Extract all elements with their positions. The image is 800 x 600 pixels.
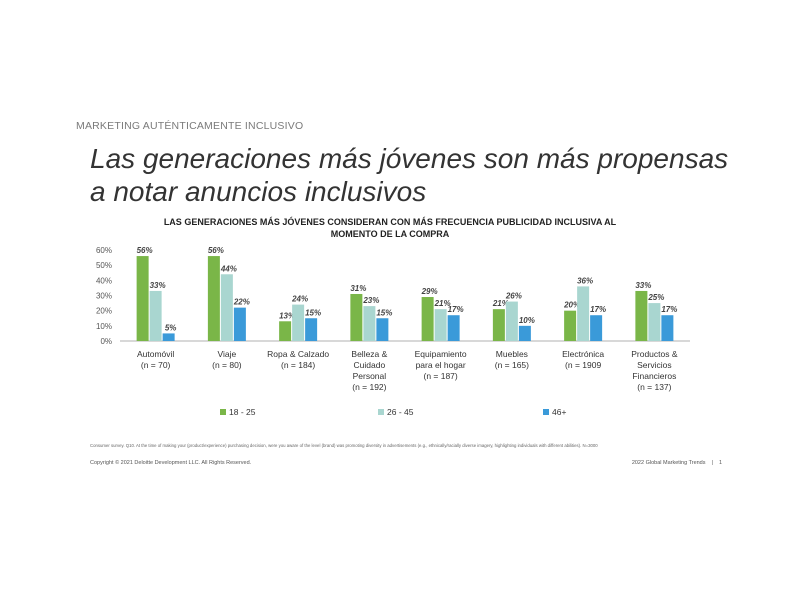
legend-swatch <box>378 409 384 415</box>
data-label: 56% <box>208 246 224 255</box>
x-tick-label: para el hogar <box>416 360 466 370</box>
x-tick-label: Belleza & <box>351 349 387 359</box>
bar <box>376 318 389 341</box>
bar <box>447 315 460 341</box>
bar <box>661 315 674 341</box>
bar <box>149 290 162 341</box>
bar <box>421 297 434 341</box>
x-tick-label: Muebles <box>496 349 528 359</box>
bar <box>233 307 246 341</box>
survey-footnote: Consumer survey. Q10. At the time of mak… <box>90 443 598 448</box>
data-label: 25% <box>647 293 664 302</box>
bar <box>279 321 292 341</box>
bar <box>635 290 648 341</box>
legend-swatch <box>543 409 549 415</box>
data-label: 22% <box>233 298 250 307</box>
bar <box>518 325 531 341</box>
data-label: 29% <box>421 287 438 296</box>
bar <box>292 304 305 341</box>
bar <box>505 301 518 341</box>
data-label: 56% <box>137 246 153 255</box>
data-label: 26% <box>505 292 522 301</box>
chart-title: LAS GENERACIONES MÁS JÓVENES CONSIDERAN … <box>163 217 617 239</box>
legend-label: 26 - 45 <box>387 407 414 417</box>
bar <box>363 306 376 341</box>
bar <box>590 315 603 341</box>
x-tick-label: Electrónica <box>562 349 604 359</box>
x-tick-label: Automóvil <box>137 349 174 359</box>
data-label: 21% <box>434 299 451 308</box>
data-label: 13% <box>279 311 295 320</box>
data-label: 44% <box>220 264 237 273</box>
footer-separator: | <box>711 460 713 466</box>
data-label: 31% <box>350 284 366 293</box>
legend-swatch <box>220 409 226 415</box>
x-tick-label: (n = 165) <box>495 360 529 370</box>
x-tick-label: (n = 184) <box>281 360 315 370</box>
legend-label: 18 - 25 <box>229 407 256 417</box>
data-label: 23% <box>362 296 379 305</box>
y-tick-label: 30% <box>96 292 112 301</box>
x-tick-label: (n = 70) <box>141 360 171 370</box>
data-label: 20% <box>563 301 580 310</box>
bar <box>305 318 318 341</box>
bar <box>207 256 220 341</box>
data-label: 15% <box>305 308 321 317</box>
x-tick-label: Productos & <box>631 349 678 359</box>
x-tick-label: Financieros <box>632 371 676 381</box>
x-tick-label: Cuidado <box>354 360 386 370</box>
bar <box>434 309 447 341</box>
x-tick-label: (n = 137) <box>637 382 671 392</box>
x-tick-label: Servicios <box>637 360 671 370</box>
bar <box>564 310 577 341</box>
publication-name: 2022 Global Marketing Trends <box>631 460 706 466</box>
footer-publication: 2022 Global Marketing Trends | 1 <box>632 460 722 466</box>
data-label: 15% <box>376 308 392 317</box>
y-tick-label: 0% <box>100 337 112 346</box>
y-tick-label: 60% <box>96 246 112 255</box>
legend-label: 46+ <box>552 407 566 417</box>
data-label: 24% <box>291 295 308 304</box>
x-tick-label: (n = 1909 <box>565 360 601 370</box>
data-label: 10% <box>519 316 535 325</box>
data-label: 17% <box>590 305 606 314</box>
x-tick-label: Personal <box>353 371 387 381</box>
copyright-text: Copyright © 2021 Deloitte Development LL… <box>90 460 252 466</box>
data-label: 33% <box>150 281 166 290</box>
x-tick-label: Ropa & Calzado <box>267 349 329 359</box>
data-label: 17% <box>448 305 464 314</box>
data-label: 33% <box>635 281 651 290</box>
eyebrow-label: MARKETING AUTÉNTICAMENTE INCLUSIVO <box>76 120 304 132</box>
x-tick-label: (n = 192) <box>352 382 386 392</box>
data-label: 21% <box>492 299 509 308</box>
x-tick-label: Viaje <box>218 349 237 359</box>
bar <box>648 303 661 341</box>
page-title: Las generaciones más jóvenes son más pro… <box>90 143 729 207</box>
bar <box>162 333 175 341</box>
data-label: 17% <box>661 305 677 314</box>
y-tick-label: 50% <box>96 261 112 270</box>
y-tick-label: 40% <box>96 276 112 285</box>
data-label: 36% <box>577 276 593 285</box>
bar <box>577 286 590 341</box>
data-label: 5% <box>165 323 177 332</box>
bar <box>220 274 233 341</box>
bar <box>136 256 149 341</box>
x-tick-label: (n = 80) <box>212 360 242 370</box>
bar <box>350 293 363 341</box>
y-tick-label: 20% <box>96 307 112 316</box>
page-number: 1 <box>718 460 722 466</box>
x-tick-label: Equipamiento <box>415 349 467 359</box>
x-tick-label: (n = 187) <box>423 371 457 381</box>
bar <box>492 309 505 341</box>
y-tick-label: 10% <box>96 322 112 331</box>
